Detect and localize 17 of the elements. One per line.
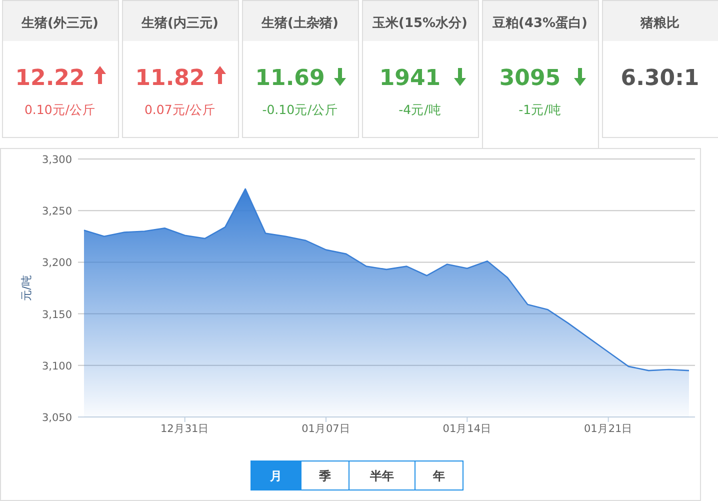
category-label: 豆粕(43%蛋白) — [492, 16, 588, 31]
x-tick-label: 12月31日 — [160, 423, 210, 435]
y-tick-label: 3,150 — [42, 308, 72, 321]
y-tick-label: 3,300 — [42, 154, 72, 166]
y-tick-label: 3,250 — [42, 206, 72, 218]
x-tick-label: 01月07日 — [302, 423, 350, 435]
y-axis-title: 元/吨 — [20, 275, 33, 301]
category-label: 玉米(15%水分) — [372, 16, 468, 31]
y-tick-label: 3,050 — [42, 412, 72, 424]
y-tick-label: 3,200 — [42, 257, 72, 270]
category-label: 猪粮比 — [640, 15, 680, 31]
y-tick-label: 3,100 — [42, 360, 72, 372]
category-label: 生猪(土杂猪) — [260, 16, 338, 31]
x-tick-label: 01月14日 — [442, 423, 492, 435]
category-label: 生猪(内三元) — [140, 16, 218, 31]
category-label: 生猪(外三元) — [20, 16, 98, 31]
x-tick-label: 01月21日 — [584, 423, 633, 435]
